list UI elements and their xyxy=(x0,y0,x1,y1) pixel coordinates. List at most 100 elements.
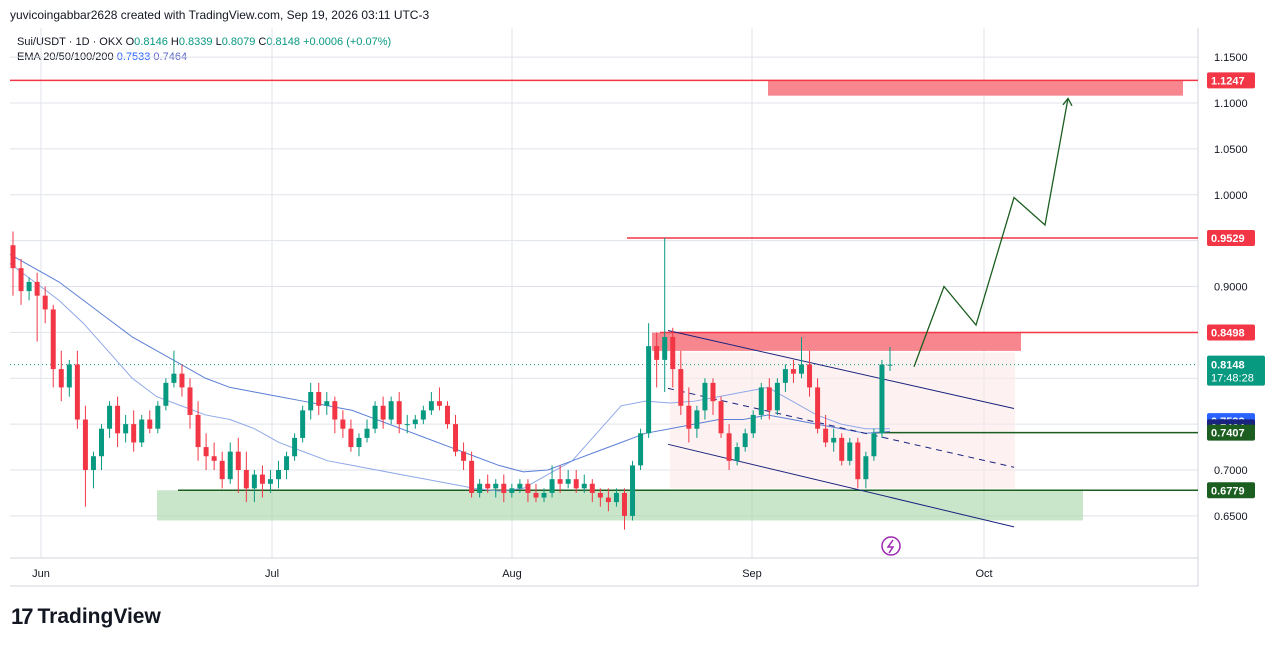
y-tick-label: 1.1500 xyxy=(1214,52,1248,64)
candle-body xyxy=(549,479,555,493)
low-value: 0.8079 xyxy=(221,36,256,48)
ohlc-row: Sui/USDT · 1D · OKX O0.8146 H0.8339 L0.8… xyxy=(17,35,391,50)
candle-body xyxy=(26,281,32,292)
price-tag-bg xyxy=(1207,72,1255,89)
candle-body xyxy=(774,382,780,411)
ema-line xyxy=(9,263,890,492)
candle-body xyxy=(203,447,209,457)
candle-body xyxy=(316,392,322,406)
price-tag-label: 1.1247 xyxy=(1211,75,1245,87)
price-tag-bg xyxy=(1207,424,1255,441)
channel-upper xyxy=(667,330,1015,410)
candle-body xyxy=(187,387,193,415)
candle-body xyxy=(139,419,145,443)
candle-body xyxy=(638,433,644,466)
low-label: L xyxy=(215,36,222,48)
candle-body xyxy=(766,387,772,411)
candle-body xyxy=(50,309,56,370)
countdown-label: 17:48:28 xyxy=(1211,373,1254,385)
y-tick-label: 0.6500 xyxy=(1214,511,1248,523)
candle-body xyxy=(131,424,137,443)
candle-body xyxy=(107,405,113,429)
price-tag-label: 0.9529 xyxy=(1211,233,1245,245)
candle-body xyxy=(871,433,877,457)
candle-body xyxy=(364,428,370,438)
candle-body xyxy=(195,414,201,448)
candle-body xyxy=(82,419,88,470)
x-tick-label: Jun xyxy=(32,568,50,580)
candle-body xyxy=(621,492,627,516)
candle-body xyxy=(686,405,692,429)
candle-body xyxy=(839,437,845,461)
candle-body xyxy=(726,433,732,461)
candle-body xyxy=(750,414,756,434)
tradingview-brand[interactable]: 17 TradingView xyxy=(11,604,161,630)
candle-body xyxy=(372,405,378,429)
change-value: +0.0006 (+0.07%) xyxy=(303,36,392,48)
candle-body xyxy=(227,451,233,480)
candle-body xyxy=(831,437,837,443)
candle-body xyxy=(670,336,676,370)
axes: 1.1500 1.1000 1.0500 1.0000 0.9000 0.7000 0.65… xyxy=(32,52,1265,580)
candle-body xyxy=(211,456,217,461)
y-tick-label: 1.0000 xyxy=(1214,190,1248,202)
candle-body xyxy=(251,474,257,489)
candle-body xyxy=(807,364,813,388)
y-tick-label: 0.7000 xyxy=(1214,465,1248,477)
candle-body xyxy=(42,295,48,310)
candle-body xyxy=(710,382,716,402)
candle-body xyxy=(115,405,121,434)
candle-body xyxy=(565,479,571,484)
candle-body xyxy=(66,364,72,388)
zones xyxy=(157,80,1183,521)
candle-body xyxy=(517,483,523,489)
candle-body xyxy=(855,442,861,480)
candle-body xyxy=(702,382,708,411)
candle-body xyxy=(485,483,491,489)
candle-body xyxy=(678,369,684,406)
candle-body xyxy=(10,245,16,269)
candle-body xyxy=(662,336,668,360)
open-label: O xyxy=(125,36,135,48)
symbol-label: Sui/USDT · 1D · OKX xyxy=(17,36,123,48)
current-price-tag-bg xyxy=(1207,355,1265,386)
channel-fill xyxy=(670,352,1015,489)
y-tick-label: 0.9000 xyxy=(1214,282,1248,294)
close-value: 0.8148 xyxy=(266,36,301,48)
candle-body xyxy=(259,474,265,484)
candle-body xyxy=(324,401,330,406)
price-levels xyxy=(10,79,1198,492)
price-tag-bg xyxy=(1207,482,1255,499)
projection-line xyxy=(913,98,1069,368)
candle-body xyxy=(155,405,161,429)
channel-lines xyxy=(667,330,1015,528)
candle-body xyxy=(790,369,796,374)
price-tag-label: 0.8498 xyxy=(1211,328,1245,340)
candle-body xyxy=(356,437,362,448)
candle-body xyxy=(589,483,595,493)
high-value: 0.8339 xyxy=(178,36,213,48)
candle-body xyxy=(541,492,547,498)
candle-body xyxy=(332,401,338,420)
close-label: C xyxy=(258,36,267,48)
x-tick-label: Jul xyxy=(265,568,279,580)
candle-body xyxy=(267,479,273,484)
tradingview-logo-icon: 17 xyxy=(11,604,34,629)
candle-body xyxy=(863,456,869,480)
candle-body xyxy=(815,387,821,429)
candle-body xyxy=(348,428,354,448)
candle-body xyxy=(823,428,829,443)
lightning-icon[interactable] xyxy=(881,536,901,556)
candle-body xyxy=(453,424,459,452)
channel-lower xyxy=(667,443,1015,528)
candle-body xyxy=(444,405,450,425)
lightning-icon-circle xyxy=(881,536,901,556)
candle-body xyxy=(58,369,64,388)
price-tag-bg xyxy=(1207,324,1255,341)
candle-body xyxy=(758,387,764,415)
candle-body xyxy=(613,492,619,503)
resistance-zone-0-85 xyxy=(652,332,1021,351)
candle-body xyxy=(654,346,660,360)
candle-body xyxy=(300,410,306,438)
